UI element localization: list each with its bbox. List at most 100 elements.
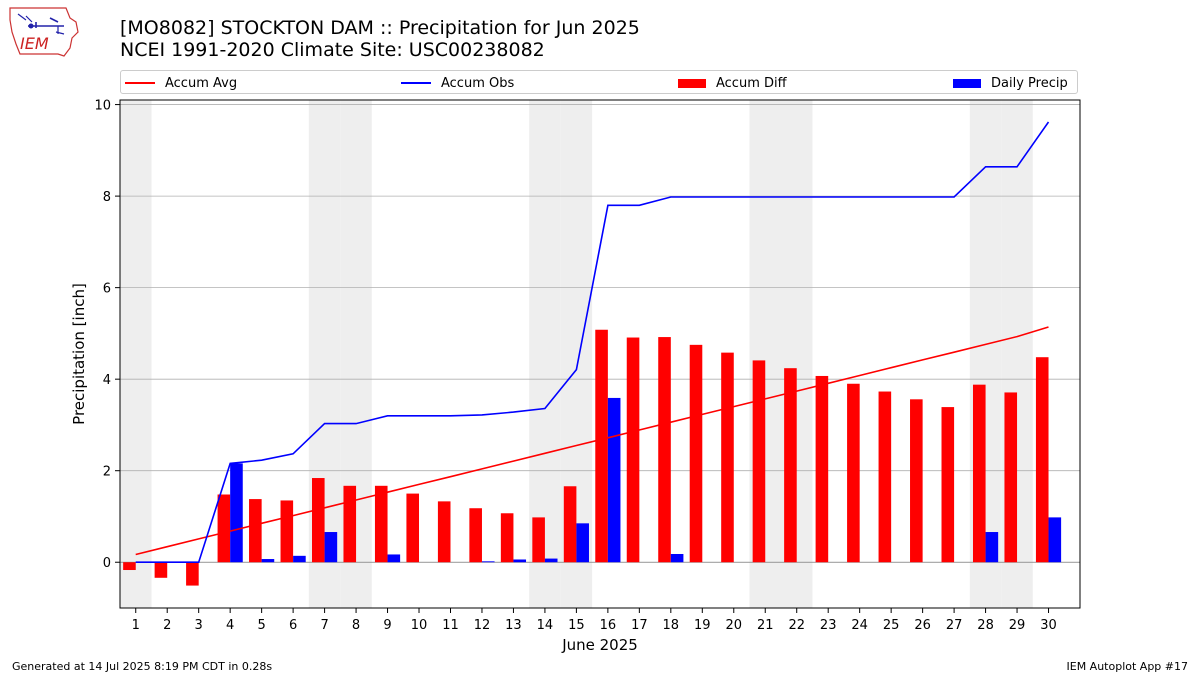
chart-title: [MO8082] STOCKTON DAM :: Precipitation f… [120,17,640,39]
bar-accum-diff-day-25 [878,391,892,563]
x-tick-label: 25 [883,618,900,633]
bar-accum-diff-day-11 [437,501,451,563]
bar-accum-diff-day-7 [312,478,325,563]
weekend-shade-day-1 [120,100,152,608]
bar-accum-diff-day-21 [752,360,766,563]
legend-item-daily-precip: Daily Precip [953,71,1068,95]
x-tick-label: 11 [442,618,459,633]
legend-line-accum-avg [125,82,155,84]
bar-accum-diff-day-23 [815,375,829,563]
bar-accum-diff-day-5 [249,499,262,563]
x-tick-label: 12 [474,618,491,633]
plot-frame [119,99,1081,609]
x-axis-label: June 2025 [561,636,638,654]
x-tick-label: 6 [289,618,297,633]
x-tick-label: 9 [383,618,391,633]
bar-accum-diff-day-19 [689,344,703,563]
lines [135,121,1050,564]
x-tick-label: 27 [946,618,963,633]
bar-accum-diff-day-14 [532,517,545,563]
bar-accum-diff-day-22 [784,368,797,563]
x-tick-label: 23 [820,618,837,633]
x-tick-label: 10 [411,618,428,633]
legend-item-accum-obs: Accum Obs [401,71,514,95]
x-tick-label: 17 [631,618,648,633]
bar-accum-diff-day-4 [217,494,231,563]
x-tick-label: 5 [257,618,265,633]
x-tick-label: 18 [663,618,680,633]
bar-accum-diff-day-3 [186,562,199,586]
bar-accum-diff-day-27 [941,407,955,563]
y-tick-label: 4 [103,373,111,388]
bar-accum-diff-day-8 [343,485,357,563]
bar-accum-diff-day-16 [595,329,608,563]
chart-subtitle: NCEI 1991-2020 Climate Site: USC00238082 [120,39,545,61]
y-axis-label: Precipitation [inch] [70,283,88,425]
legend-label-daily-precip: Daily Precip [991,75,1068,91]
y-tick-label: 2 [103,465,111,480]
bar-daily-precip-day-13 [513,559,527,563]
x-tick-label: 14 [537,618,554,633]
legend-label-accum-diff: Accum Diff [716,75,787,91]
footer-generated: Generated at 14 Jul 2025 8:19 PM CDT in … [12,660,273,673]
x-tick-label: 16 [600,618,617,633]
legend-item-accum-diff: Accum Diff [678,71,787,95]
x-tick-label: 29 [1009,618,1026,633]
x-tick-label: 13 [505,618,522,633]
bar-daily-precip-day-15 [576,523,589,563]
bar-accum-diff-day-10 [406,493,420,563]
footer-app: IEM Autoplot App #17 [1066,660,1189,673]
bar-daily-precip-day-30 [1048,517,1062,563]
legend-label-accum-obs: Accum Obs [441,75,515,91]
x-tick-label: 4 [226,618,234,633]
x-tick-label: 2 [163,618,171,633]
legend-patch-daily-precip [953,78,981,88]
bar-accum-diff-day-26 [910,399,923,563]
y-tick-label: 10 [94,99,111,114]
x-tick-label: 21 [757,618,774,633]
bar-accum-diff-day-28 [972,384,986,563]
iem-logo: IEM [9,7,79,57]
bar-accum-diff-day-12 [469,508,482,563]
bar-accum-diff-day-1 [123,562,136,571]
legend-label-accum-avg: Accum Avg [165,75,238,91]
bar-accum-diff-day-29 [1004,392,1018,563]
bar-daily-precip-day-5 [261,559,275,563]
bar-daily-precip-day-18 [670,553,684,563]
legend-patch-accum-diff [678,78,706,88]
bar-accum-diff-day-9 [374,485,388,563]
bars [123,329,1062,586]
bar-accum-diff-day-6 [280,500,294,563]
line-accum-avg [135,326,1049,556]
y-tick-label: 8 [103,190,111,205]
bar-daily-precip-day-14 [544,558,558,563]
x-ticks: 1 2 3 4 5 6 7 8 9 10 11 12 13 14 15 16 17 18 19 20 21 22 23 24 2… [132,608,1057,633]
x-tick-label: 30 [1040,618,1057,633]
x-tick-label: 22 [788,618,805,633]
bar-accum-diff-day-15 [563,486,577,563]
legend-item-accum-avg: Accum Avg [125,71,237,95]
bar-accum-diff-day-13 [500,513,514,563]
bar-daily-precip-day-9 [387,554,401,563]
x-tick-label: 8 [352,618,360,633]
legend: Accum Avg Accum Obs Accum Diff Daily Pre… [120,70,1078,94]
line-accum-obs [135,121,1050,564]
bar-daily-precip-day-12 [481,561,495,563]
bar-accum-diff-day-18 [658,337,671,563]
bar-accum-diff-day-2 [154,562,168,578]
x-tick-label: 26 [914,618,931,633]
x-tick-label: 20 [725,618,742,633]
y-ticks: 0 2 4 6 8 10 [94,99,120,571]
bar-daily-precip-day-28 [985,532,999,563]
x-tick-label: 28 [977,618,994,633]
bar-accum-diff-day-24 [847,383,860,563]
bar-daily-precip-day-16 [607,397,621,563]
x-tick-label: 24 [851,618,868,633]
bar-accum-diff-day-17 [626,337,640,563]
x-tick-label: 19 [694,618,711,633]
bar-daily-precip-day-4 [230,463,243,563]
y-tick-label: 0 [103,556,111,571]
legend-line-accum-obs [401,82,431,84]
x-tick-label: 7 [320,618,328,633]
